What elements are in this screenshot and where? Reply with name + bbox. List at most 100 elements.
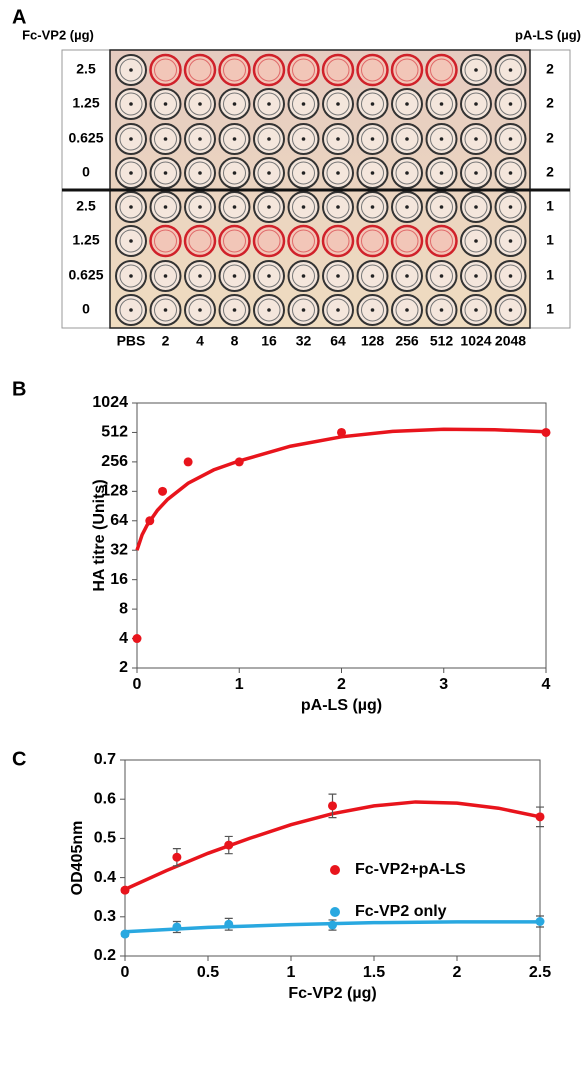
well-inner [464,229,488,253]
well-inner [119,58,143,82]
button [370,137,375,141]
button [508,68,513,72]
well-inner [361,58,384,82]
button [301,102,306,106]
point [120,929,130,939]
button [163,308,168,312]
well-inner [464,264,488,288]
well-inner [499,195,522,219]
well-inner [257,264,281,288]
x-tick-label: 2 [453,964,462,981]
button [508,205,513,209]
well-inner [395,92,419,116]
y-tick-label: 256 [101,453,128,470]
well-inner [499,229,522,253]
well-inner [223,127,246,151]
well-inner [292,58,315,82]
well-inner [292,298,315,322]
point [183,457,193,467]
x-tick-label: 4 [542,676,551,693]
row-label: 0 [82,164,90,180]
x-tick-label: 2.5 [529,964,551,981]
button [439,102,444,106]
well-inner [223,195,246,219]
well-inner [499,298,522,322]
button [198,137,202,141]
well-inner [499,161,522,185]
button [439,171,444,175]
row-label: 2 [546,95,554,111]
well-inner [119,161,143,185]
button [336,274,340,278]
well-inner [395,127,419,151]
well-inner [292,195,315,219]
button [232,137,237,141]
y-tick-label: 128 [101,483,128,500]
well-inner [188,298,212,322]
button [405,308,409,312]
button [301,308,306,312]
button [301,171,306,175]
button [232,171,237,175]
y-axis-label: OD405nm [69,821,86,896]
column-label: 128 [361,333,385,349]
button [439,137,444,141]
y-tick-label: 0.5 [94,830,116,847]
well-inner [188,195,212,219]
button [439,274,444,278]
button [232,308,237,312]
row-label: 0.625 [68,267,103,283]
button [163,137,168,141]
button [129,171,133,175]
row-label: 1 [546,232,554,248]
plot-frame [136,402,547,669]
column-label: 512 [430,333,454,349]
button [508,308,513,312]
point [158,486,168,496]
column-label: 16 [261,333,277,349]
fit-line [135,427,547,551]
button [405,102,409,106]
well-inner [257,298,281,322]
button [370,308,375,312]
row-label: 2 [546,61,554,77]
well-inner [361,195,384,219]
well-inner [499,127,522,151]
y-tick-label: 4 [119,630,128,647]
row-label: 1 [546,301,554,317]
button [508,137,513,141]
well-inner [292,264,315,288]
well-inner [292,127,315,151]
well-inner [223,58,246,82]
well-inner [430,127,453,151]
column-label: 64 [330,333,346,349]
button [232,274,237,278]
button [129,102,133,106]
row-label: 1 [546,267,554,283]
well-inner [188,58,212,82]
well-inner [292,92,315,116]
button [267,102,271,106]
well-inner [464,298,488,322]
well-inner [326,195,350,219]
button [267,137,271,141]
button [267,308,271,312]
button [301,205,306,209]
y-tick-label: 0.6 [94,790,116,807]
legend-swatch [330,907,340,917]
well-inner [154,127,177,151]
column-label: 8 [231,333,239,349]
well-inner [361,229,384,253]
well-inner [188,229,212,253]
button [405,205,409,209]
button [336,171,340,175]
button [129,137,133,141]
button [129,68,133,72]
button [336,205,340,209]
y-tick-label: 0.7 [94,751,116,768]
y-tick-label: 512 [101,424,128,441]
legend-swatch [330,865,340,875]
well-inner [361,92,384,116]
row-label: 2.5 [76,198,96,214]
